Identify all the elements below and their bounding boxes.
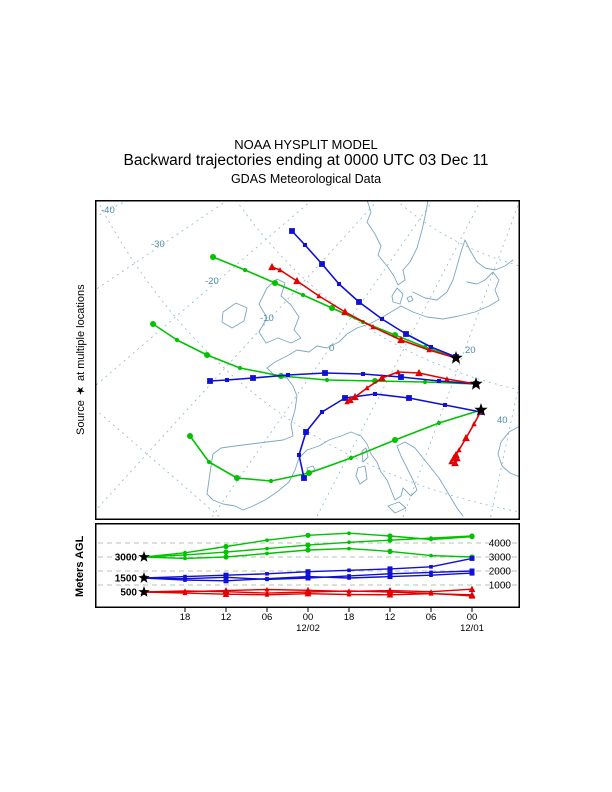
met-data-subtitle: GDAS Meteorological Data bbox=[230, 172, 382, 186]
profile-frame bbox=[95, 523, 520, 608]
trajectory-blue-1500m-src1 bbox=[289, 228, 459, 360]
time-tick-label: 00 bbox=[467, 612, 478, 623]
map-side-label: Source ★ at multiple locations bbox=[75, 284, 87, 436]
time-tick-label: 12 bbox=[221, 612, 232, 623]
profile-side-label: Meters AGL bbox=[74, 535, 86, 597]
graticule bbox=[95, 200, 520, 520]
europe-coastline bbox=[206, 200, 520, 517]
profile-source-star bbox=[138, 586, 150, 597]
graticule-label: -40 bbox=[101, 205, 115, 216]
trajectory-green-3000m-src1 bbox=[210, 254, 459, 361]
trajectory-green-3000m-src2 bbox=[150, 321, 479, 387]
time-tick-label: 18 bbox=[180, 612, 191, 623]
model-title: NOAA HYSPLIT MODEL bbox=[234, 137, 378, 152]
time-tick-label: 06 bbox=[262, 612, 273, 623]
graticule-label: 40 bbox=[497, 415, 508, 426]
graticule-label: -10 bbox=[260, 313, 274, 324]
trajectory-red-500m-src2 bbox=[344, 368, 480, 405]
start-height-label: 3000 bbox=[115, 553, 138, 564]
trajectory-red-500m-src1 bbox=[268, 262, 460, 362]
time-tick-label: 18 bbox=[344, 612, 355, 623]
time-tick-label: 12 bbox=[385, 612, 396, 623]
date-label: 12/02 bbox=[296, 623, 320, 634]
trajectory-green-3000m-src3 bbox=[187, 407, 484, 484]
graticule-label: -30 bbox=[151, 239, 165, 250]
trajectory-red-500m-src3 bbox=[448, 406, 485, 467]
start-height-label: 1500 bbox=[115, 574, 138, 585]
source-star bbox=[469, 377, 483, 390]
start-height-label: 500 bbox=[120, 588, 137, 599]
time-tick-label: 06 bbox=[426, 612, 437, 623]
plot-title: Backward trajectories ending at 0000 UTC… bbox=[123, 152, 489, 169]
right-axis-label: 2000 bbox=[489, 567, 512, 578]
profile-blue-src1 bbox=[141, 555, 475, 581]
graticule-label: -20 bbox=[205, 276, 219, 287]
time-tick-label: 00 bbox=[303, 612, 314, 623]
source-star bbox=[474, 403, 488, 416]
trajectory-map: -40 -30 -20 -10 0 20 40 bbox=[95, 200, 520, 520]
source-star bbox=[449, 351, 463, 364]
right-axis-label: 1000 bbox=[489, 581, 512, 592]
right-axis-label: 3000 bbox=[489, 553, 512, 564]
graticule-label: 0 bbox=[329, 343, 334, 354]
map-frame bbox=[95, 200, 520, 520]
graticule-label: 20 bbox=[465, 345, 476, 356]
profile-source-star bbox=[138, 572, 150, 583]
profile-source-star bbox=[138, 551, 150, 562]
profile-red-src3 bbox=[140, 588, 476, 599]
date-label: 12/01 bbox=[460, 623, 484, 634]
trajectory-blue-1500m-src2 bbox=[207, 370, 479, 387]
right-axis-label: 4000 bbox=[489, 539, 512, 550]
profile-green-src3 bbox=[141, 546, 475, 561]
